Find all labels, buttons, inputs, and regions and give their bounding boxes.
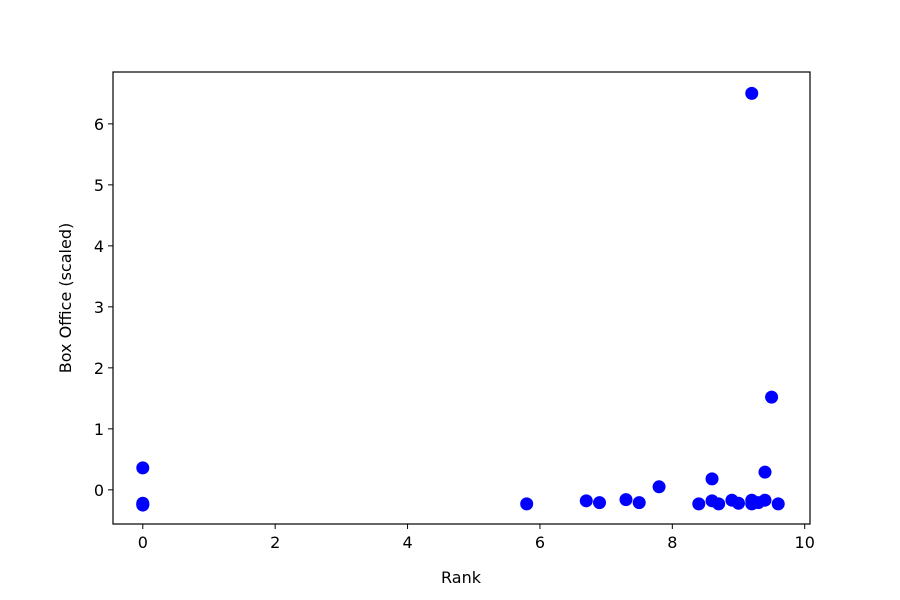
data-point-22 [765, 390, 779, 404]
data-point-4 [520, 497, 534, 511]
y-tick-label-5: 5 [94, 176, 104, 195]
x-tick-label-0: 0 [138, 533, 148, 552]
data-point-21 [758, 493, 772, 507]
data-point-3 [136, 498, 150, 512]
x-tick-label-6: 6 [535, 533, 545, 552]
y-tick-label-1: 1 [94, 420, 104, 439]
data-point-13 [712, 497, 726, 511]
data-point-7 [619, 493, 633, 507]
x-tick-label-2: 2 [270, 533, 280, 552]
x-tick-label-8: 8 [667, 533, 677, 552]
plot-frame [112, 71, 811, 525]
data-point-0 [136, 461, 150, 475]
y-tick-label-4: 4 [94, 237, 104, 256]
data-point-6 [593, 496, 607, 510]
data-point-5 [579, 494, 593, 508]
data-point-20 [758, 465, 772, 479]
x-axis-title: Rank [441, 568, 482, 587]
y-tick-label-3: 3 [94, 298, 104, 317]
x-tick-label-4: 4 [402, 533, 412, 552]
data-point-9 [652, 480, 666, 494]
y-axis-title: Box Office (scaled) [56, 223, 75, 373]
points-layer [136, 86, 785, 512]
y-axis: 0 1 2 3 4 5 6 [94, 115, 113, 500]
x-axis: 0 2 4 6 8 10 [138, 524, 815, 552]
y-tick-label-6: 6 [94, 115, 104, 134]
data-point-11 [705, 472, 719, 486]
y-tick-label-0: 0 [94, 481, 104, 500]
data-point-8 [632, 496, 646, 510]
data-point-16 [745, 86, 759, 100]
y-tick-label-2: 2 [94, 359, 104, 378]
data-point-23 [771, 497, 785, 511]
data-point-10 [692, 497, 706, 511]
data-point-15 [732, 496, 746, 510]
x-tick-label-10: 10 [795, 533, 815, 552]
